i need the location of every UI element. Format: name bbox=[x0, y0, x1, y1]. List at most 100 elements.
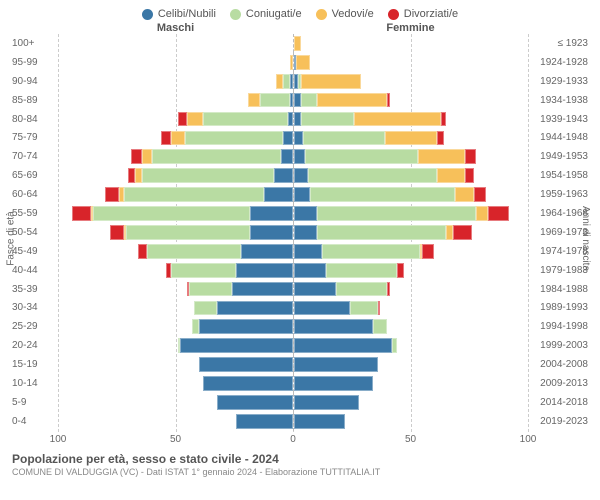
birth-year-label: 1959-1963 bbox=[528, 189, 588, 200]
age-row: 90-94 1929-1933 bbox=[12, 72, 588, 91]
bar-segment bbox=[465, 168, 474, 183]
age-label: 50-54 bbox=[12, 227, 58, 238]
male-bar bbox=[166, 263, 293, 278]
bar-segment bbox=[294, 357, 378, 372]
male-header: Maschi bbox=[58, 22, 293, 34]
bar-segment bbox=[397, 263, 404, 278]
legend-item: Vedovi/e bbox=[316, 8, 374, 20]
bar-segment bbox=[378, 301, 380, 316]
age-label: 100+ bbox=[12, 38, 58, 49]
male-bar bbox=[203, 376, 292, 391]
male-bar bbox=[194, 301, 292, 316]
age-row: 95-991924-1928 bbox=[12, 53, 588, 72]
age-row: 0-4 2019-2023 bbox=[12, 412, 588, 431]
legend: Celibi/NubiliConiugati/eVedovi/eDivorzia… bbox=[12, 8, 588, 20]
age-row: 65-691954-1958 bbox=[12, 166, 588, 185]
birth-year-label: 1964-1968 bbox=[528, 208, 588, 219]
age-label: 80-84 bbox=[12, 114, 58, 125]
female-bar bbox=[294, 301, 381, 316]
legend-swatch bbox=[142, 9, 153, 20]
x-tick: 50 bbox=[405, 434, 416, 445]
bar-segment bbox=[350, 301, 378, 316]
bar-segment bbox=[310, 187, 455, 202]
age-label: 90-94 bbox=[12, 76, 58, 87]
bar-segment bbox=[317, 93, 387, 108]
bar-segment bbox=[317, 206, 476, 221]
birth-year-label: 1984-1988 bbox=[528, 284, 588, 295]
bar-segment bbox=[189, 282, 231, 297]
bar-segment bbox=[437, 168, 465, 183]
birth-year-label: 1949-1953 bbox=[528, 151, 588, 162]
bar-segment bbox=[437, 131, 444, 146]
bar-segment bbox=[192, 319, 199, 334]
bar-segment bbox=[128, 168, 135, 183]
bar-segment bbox=[250, 225, 292, 240]
bar-segment bbox=[199, 319, 293, 334]
birth-year-label: 1929-1933 bbox=[528, 76, 588, 87]
bar-segment bbox=[294, 149, 306, 164]
bar-segment bbox=[248, 93, 260, 108]
bar-segment bbox=[124, 187, 265, 202]
birth-year-label: 1924-1928 bbox=[528, 57, 588, 68]
female-bar bbox=[294, 319, 388, 334]
birth-year-label: 2004-2008 bbox=[528, 359, 588, 370]
birth-year-label: 1944-1948 bbox=[528, 132, 588, 143]
bar-segment bbox=[171, 263, 237, 278]
bar-segment bbox=[260, 93, 290, 108]
bar-segment bbox=[455, 187, 474, 202]
birth-year-label: 2019-2023 bbox=[528, 416, 588, 427]
age-label: 0-4 bbox=[12, 416, 58, 427]
bar-segment bbox=[465, 149, 477, 164]
bar-segment bbox=[294, 206, 317, 221]
age-label: 60-64 bbox=[12, 189, 58, 200]
age-row: 45-491974-1978 bbox=[12, 242, 588, 261]
bar-segment bbox=[142, 149, 151, 164]
bar-segment bbox=[274, 168, 293, 183]
age-label: 20-24 bbox=[12, 340, 58, 351]
male-bar bbox=[138, 244, 293, 259]
male-bar bbox=[236, 414, 292, 429]
bar-segment bbox=[131, 149, 143, 164]
bar-segment bbox=[264, 187, 292, 202]
age-label: 55-59 bbox=[12, 208, 58, 219]
female-bar bbox=[294, 395, 360, 410]
age-row: 30-341989-1993 bbox=[12, 298, 588, 317]
bar-segment bbox=[294, 36, 301, 51]
legend-label: Vedovi/e bbox=[332, 8, 374, 20]
chart-subtitle: COMUNE DI VALDUGGIA (VC) - Dati ISTAT 1°… bbox=[12, 467, 588, 477]
bar-segment bbox=[476, 206, 488, 221]
bar-segment bbox=[294, 225, 317, 240]
age-row: 60-64 1959-1963 bbox=[12, 185, 588, 204]
bar-segment bbox=[294, 319, 374, 334]
bar-segment bbox=[194, 301, 217, 316]
female-bar bbox=[294, 93, 390, 108]
bar-segment bbox=[294, 414, 346, 429]
bar-segment bbox=[387, 282, 389, 297]
female-bar bbox=[294, 131, 444, 146]
bar-segment bbox=[308, 168, 437, 183]
birth-year-label: 1954-1958 bbox=[528, 170, 588, 181]
legend-item: Celibi/Nubili bbox=[142, 8, 216, 20]
male-bar bbox=[248, 93, 293, 108]
female-bar bbox=[294, 206, 510, 221]
male-bar bbox=[178, 338, 293, 353]
female-bar bbox=[294, 225, 472, 240]
female-bar bbox=[294, 414, 346, 429]
chart-title: Popolazione per età, sesso e stato civil… bbox=[12, 452, 588, 466]
birth-year-label: 2009-2013 bbox=[528, 378, 588, 389]
female-bar bbox=[294, 338, 397, 353]
age-row: 75-791944-1948 bbox=[12, 128, 588, 147]
bar-segment bbox=[203, 376, 292, 391]
bar-segment bbox=[387, 93, 389, 108]
bar-segment bbox=[105, 187, 119, 202]
legend-swatch bbox=[388, 9, 399, 20]
bar-segment bbox=[441, 112, 446, 127]
male-bar bbox=[187, 282, 293, 297]
legend-label: Coniugati/e bbox=[246, 8, 302, 20]
bar-segment bbox=[288, 112, 293, 127]
female-bar bbox=[294, 168, 475, 183]
bar-segment bbox=[453, 225, 472, 240]
bar-segment bbox=[142, 168, 273, 183]
age-label: 5-9 bbox=[12, 397, 58, 408]
bar-segment bbox=[301, 112, 355, 127]
